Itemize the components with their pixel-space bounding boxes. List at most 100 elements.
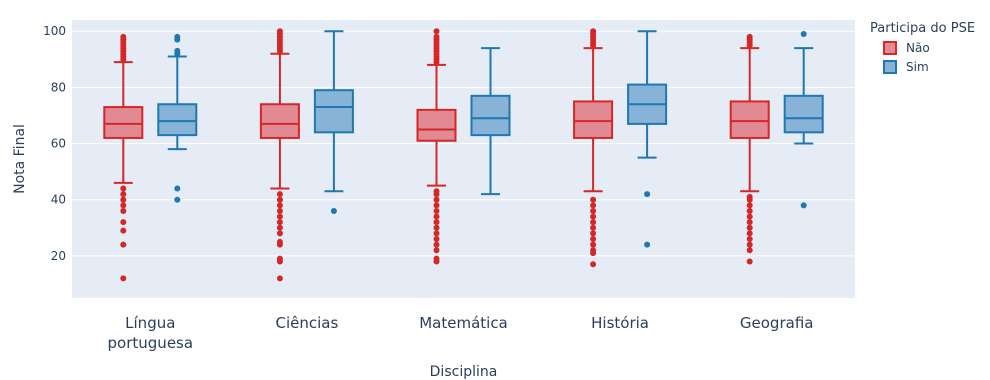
x-tick-label: Língua portuguesa bbox=[108, 314, 194, 352]
box-Sim-2 bbox=[470, 47, 511, 196]
outlier-point bbox=[276, 213, 283, 220]
legend: Participa do PSE Não Sim bbox=[870, 21, 975, 74]
outlier-point bbox=[746, 193, 753, 200]
box-iqr bbox=[313, 89, 354, 134]
outlier-point bbox=[590, 219, 597, 226]
outlier-point bbox=[590, 261, 597, 268]
outlier-point bbox=[276, 28, 283, 35]
y-axis-ticks: 20 40 60 80 100 bbox=[43, 24, 66, 263]
x-axis-title: Disciplina bbox=[430, 364, 498, 380]
box-iqr bbox=[416, 108, 457, 142]
outlier-point bbox=[800, 31, 807, 38]
x-tick-label: Ciências bbox=[275, 314, 338, 332]
box-Não-2 bbox=[416, 28, 457, 265]
outlier-point bbox=[590, 230, 597, 237]
outlier-point bbox=[590, 241, 597, 248]
box-Não-1 bbox=[259, 28, 300, 282]
legend-title: Participa do PSE bbox=[870, 21, 975, 36]
outlier-point bbox=[120, 241, 127, 248]
outlier-point bbox=[330, 207, 337, 214]
series-Não bbox=[103, 28, 770, 282]
outlier-point bbox=[644, 241, 651, 248]
box-Sim-1 bbox=[313, 30, 354, 214]
y-tick-label: 100 bbox=[43, 24, 66, 38]
outlier-point bbox=[174, 47, 181, 54]
outlier-point bbox=[120, 202, 127, 209]
box-iqr bbox=[573, 100, 614, 139]
outlier-point bbox=[433, 28, 440, 35]
outlier-point bbox=[120, 207, 127, 214]
outlier-point bbox=[276, 191, 283, 198]
outlier-point bbox=[746, 202, 753, 209]
y-tick-label: 80 bbox=[51, 80, 66, 94]
series-Sim bbox=[157, 30, 824, 248]
outlier-point bbox=[590, 196, 597, 203]
box-iqr bbox=[729, 100, 770, 139]
outlier-point bbox=[746, 207, 753, 214]
outlier-point bbox=[433, 202, 440, 209]
outlier-point bbox=[800, 202, 807, 209]
x-tick-label: Matemática bbox=[419, 314, 508, 332]
outlier-point bbox=[276, 224, 283, 231]
outlier-point bbox=[746, 230, 753, 237]
box-Não-0 bbox=[103, 33, 144, 282]
outlier-point bbox=[590, 207, 597, 214]
outlier-point bbox=[120, 219, 127, 226]
box-Sim-4 bbox=[783, 31, 824, 209]
outlier-point bbox=[590, 247, 597, 254]
outlier-point bbox=[590, 28, 597, 35]
box-series bbox=[103, 28, 824, 282]
x-tick-label: História bbox=[591, 314, 649, 332]
outlier-point bbox=[590, 213, 597, 220]
outlier-point bbox=[433, 219, 440, 226]
outlier-point bbox=[590, 202, 597, 209]
outlier-point bbox=[590, 236, 597, 243]
outlier-point bbox=[276, 207, 283, 214]
box-iqr bbox=[103, 106, 144, 139]
outlier-point bbox=[433, 213, 440, 220]
box-Não-4 bbox=[729, 33, 770, 265]
outlier-point bbox=[746, 224, 753, 231]
outlier-point bbox=[276, 275, 283, 282]
outlier-point bbox=[120, 191, 127, 198]
outlier-point bbox=[433, 241, 440, 248]
gridlines bbox=[72, 30, 855, 257]
outlier-point bbox=[746, 219, 753, 226]
y-tick-label: 40 bbox=[51, 193, 66, 207]
legend-label-Sim: Sim bbox=[906, 60, 929, 74]
outlier-point bbox=[276, 196, 283, 203]
outlier-point bbox=[746, 247, 753, 254]
box-iqr bbox=[259, 103, 300, 139]
outlier-point bbox=[433, 224, 440, 231]
outlier-point bbox=[433, 196, 440, 203]
outlier-point bbox=[120, 196, 127, 203]
outlier-point bbox=[590, 224, 597, 231]
outlier-point bbox=[433, 230, 440, 237]
outlier-point bbox=[276, 219, 283, 226]
y-tick-label: 20 bbox=[51, 249, 66, 263]
outlier-point bbox=[174, 33, 181, 40]
y-tick-label: 60 bbox=[51, 137, 66, 151]
box-iqr bbox=[157, 103, 198, 137]
box-Não-3 bbox=[573, 28, 614, 268]
outlier-point bbox=[120, 33, 127, 40]
box-Sim-3 bbox=[627, 30, 668, 248]
legend-swatch-Não bbox=[883, 41, 897, 55]
outlier-point bbox=[433, 236, 440, 243]
outlier-point bbox=[433, 255, 440, 262]
outlier-point bbox=[644, 191, 651, 198]
outlier-point bbox=[433, 188, 440, 195]
outlier-point bbox=[433, 33, 440, 40]
outlier-point bbox=[120, 275, 127, 282]
outlier-point bbox=[174, 185, 181, 192]
plot-area bbox=[72, 20, 855, 298]
box-iqr bbox=[470, 94, 511, 137]
outlier-point bbox=[746, 33, 753, 40]
outlier-point bbox=[746, 236, 753, 243]
outlier-point bbox=[276, 255, 283, 262]
x-axis-ticks: Língua portuguesa Ciências Matemática Histór… bbox=[108, 314, 814, 352]
legend-swatch-Sim bbox=[883, 60, 897, 74]
outlier-point bbox=[120, 185, 127, 192]
outlier-point bbox=[276, 238, 283, 245]
